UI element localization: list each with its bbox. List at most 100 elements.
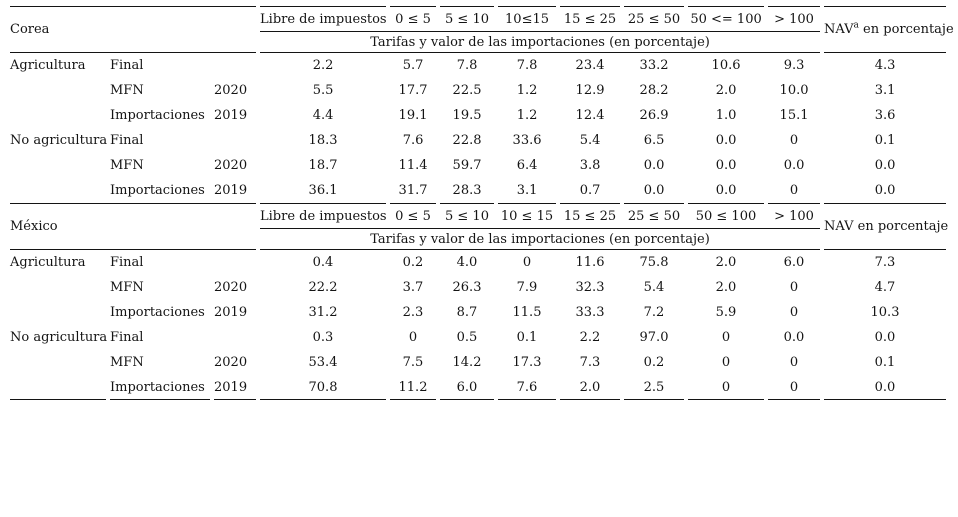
bin-header-10-15: 10 ≤ 15 <box>498 203 556 228</box>
value-cell: 0.0 <box>643 158 665 173</box>
value-cell: 2.2 <box>579 330 601 345</box>
value-cell: 8.7 <box>456 305 478 320</box>
table-row: MFN 2020 53.4 7.5 14.2 17.3 7.3 0.2 0 0 … <box>10 350 946 375</box>
value-cell: 7.8 <box>516 58 538 73</box>
value-cell: 9.3 <box>783 58 805 73</box>
page: Corea Libre de impuestos 0 ≤ 5 5 ≤ 10 10… <box>6 6 954 400</box>
value-cell: 0.0 <box>783 158 805 173</box>
value-cell: 2.0 <box>715 280 737 295</box>
row-label: MFN <box>110 280 144 295</box>
value-cell: 0.7 <box>579 183 601 198</box>
header-row-subtitle: Tarifas y valor de las importaciones (en… <box>10 31 946 53</box>
table-row: MFN 2020 5.5 17.7 22.5 1.2 12.9 28.2 2.0… <box>10 78 946 103</box>
value-cell: 0.2 <box>643 355 665 370</box>
value-cell: 0.2 <box>402 255 424 270</box>
value-cell: 0 <box>721 330 731 345</box>
row-label: Importaciones <box>110 108 205 123</box>
row-group <box>10 300 106 325</box>
value-cell: 7.6 <box>498 375 556 400</box>
bin-header-5-10: 5 ≤ 10 <box>440 203 494 228</box>
row-label: Final <box>110 133 144 148</box>
value-cell: 28.3 <box>452 183 482 198</box>
value-cell: 0.3 <box>312 330 334 345</box>
value-cell: 75.8 <box>639 255 669 270</box>
row-group: Agricultura <box>10 58 86 73</box>
row-year <box>214 128 256 153</box>
nav-value: 0.1 <box>874 355 896 370</box>
bin-header-50-100: 50 <= 100 <box>688 6 765 31</box>
row-label: Final <box>110 58 144 73</box>
row-label: Final <box>110 330 144 345</box>
value-cell: 18.3 <box>308 133 338 148</box>
value-cell: 6.0 <box>783 255 805 270</box>
nav-value: 0.0 <box>874 183 896 198</box>
value-cell: 31.7 <box>398 183 428 198</box>
row-year: 2020 <box>214 83 248 98</box>
nav-header-text: NAV <box>824 219 854 234</box>
row-group <box>10 153 106 178</box>
table-row: No agricultura Final 18.3 7.6 22.8 33.6 … <box>10 128 946 153</box>
value-cell: 2.2 <box>312 58 334 73</box>
bin-header-gt-100: > 100 <box>768 203 820 228</box>
value-cell: 7.9 <box>516 280 538 295</box>
value-cell: 1.0 <box>715 108 737 123</box>
header-row-subtitle: Tarifas y valor de las importaciones (en… <box>10 228 946 250</box>
bin-header-gt-100: > 100 <box>768 6 821 31</box>
bin-header-duty-free: Libre de impuestos <box>260 203 387 228</box>
value-cell: 17.7 <box>398 83 428 98</box>
value-cell: 3.7 <box>402 280 424 295</box>
nav-header-suffix: en porcentaje <box>853 219 949 234</box>
value-cell: 22.8 <box>452 133 482 148</box>
bin-header-25-50: 25 ≤ 50 <box>624 203 684 228</box>
value-cell: 0.4 <box>312 255 334 270</box>
value-cell: 5.7 <box>402 58 424 73</box>
value-cell: 7.6 <box>402 133 424 148</box>
value-cell: 12.4 <box>575 108 605 123</box>
bin-header-15-25: 15 ≤ 25 <box>560 203 620 228</box>
value-cell: 11.4 <box>398 158 428 173</box>
value-cell: 2.5 <box>624 375 684 400</box>
bin-header-0-5: 0 ≤ 5 <box>390 6 437 31</box>
row-label: Final <box>110 255 144 270</box>
row-group <box>10 103 106 128</box>
table-row: MFN 2020 18.7 11.4 59.7 6.4 3.8 0.0 0.0 … <box>10 153 946 178</box>
value-cell: 0.0 <box>643 183 665 198</box>
value-cell: 15.1 <box>779 108 809 123</box>
row-label: Importaciones <box>110 375 210 400</box>
value-cell: 33.3 <box>575 305 605 320</box>
value-cell: 1.2 <box>516 108 538 123</box>
nav-header: NAVa en porcentaje <box>824 6 954 53</box>
value-cell: 3.8 <box>579 158 601 173</box>
nav-value: 7.3 <box>874 255 896 270</box>
nav-value: 4.7 <box>874 280 896 295</box>
bin-header-25-50: 25 ≤ 50 <box>624 6 685 31</box>
value-cell: 0.0 <box>715 183 737 198</box>
row-label: MFN <box>110 158 144 173</box>
value-cell: 7.3 <box>579 355 601 370</box>
tariff-table-mexico: México Libre de impuestos 0 ≤ 5 5 ≤ 10 1… <box>6 203 950 400</box>
value-cell: 2.3 <box>402 305 424 320</box>
country-label: México <box>10 203 256 250</box>
row-year <box>214 325 256 350</box>
row-year <box>214 53 256 78</box>
value-cell: 1.2 <box>516 83 538 98</box>
bin-header-50-100: 50 ≤ 100 <box>688 203 764 228</box>
nav-header-suffix: en porcentaje <box>858 22 954 37</box>
value-cell: 2.0 <box>715 255 737 270</box>
value-cell: 6.0 <box>440 375 494 400</box>
nav-value: 4.3 <box>874 58 896 73</box>
value-cell: 26.3 <box>452 280 482 295</box>
row-year: 2019 <box>214 183 248 198</box>
value-cell: 0 <box>408 330 418 345</box>
value-cell: 0 <box>768 375 820 400</box>
row-group: No agricultura <box>10 330 108 345</box>
value-cell: 4.0 <box>456 255 478 270</box>
table-row: Importaciones 2019 36.1 31.7 28.3 3.1 0.… <box>10 178 946 203</box>
value-cell: 12.9 <box>575 83 605 98</box>
value-cell: 2.0 <box>560 375 620 400</box>
value-cell: 0 <box>789 133 799 148</box>
value-cell: 10.0 <box>779 83 809 98</box>
value-cell: 97.0 <box>639 330 669 345</box>
nav-value: 0.0 <box>874 330 896 345</box>
nav-value: 0.0 <box>874 158 896 173</box>
